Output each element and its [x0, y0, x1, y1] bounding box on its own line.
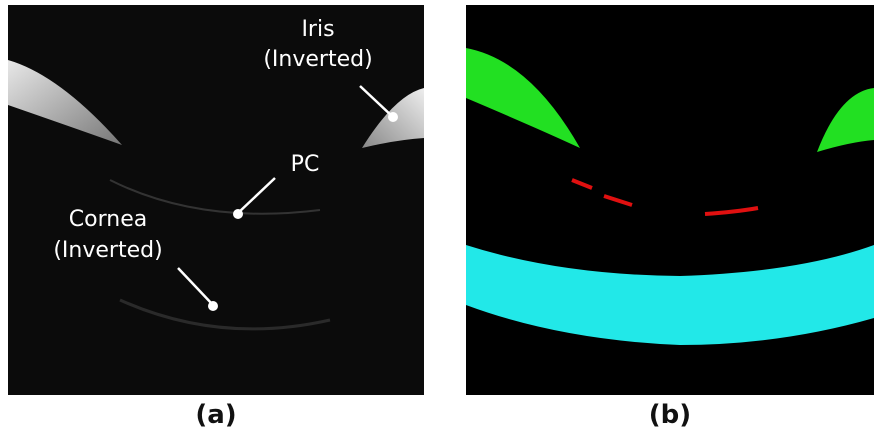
annotation: (Inverted) [263, 47, 372, 72]
pointer-dot [233, 209, 243, 219]
pointer-dot [208, 301, 218, 311]
panel-label: (a) [195, 400, 236, 430]
annotation: Cornea [69, 207, 147, 232]
panel-label: (b) [649, 400, 691, 430]
annotation: (Inverted) [53, 238, 162, 263]
figure: Iris (Inverted) PC Cornea (Inverted) (a)… [0, 0, 874, 434]
panel-b: (b) [466, 5, 874, 430]
annotation: PC [291, 152, 320, 177]
panel-a: Iris (Inverted) PC Cornea (Inverted) (a) [8, 5, 424, 430]
pointer-dot [388, 112, 398, 122]
annotation: Iris [301, 17, 334, 42]
